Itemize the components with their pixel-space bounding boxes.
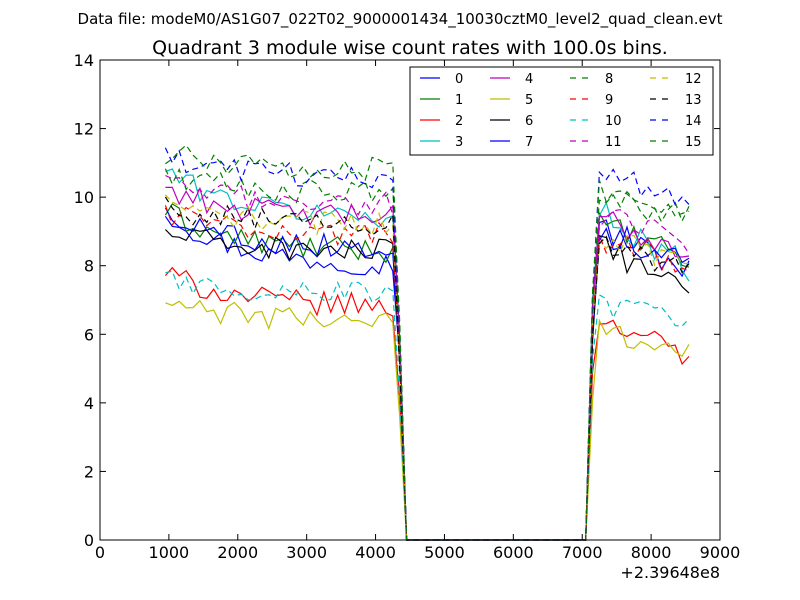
tick-layer: 0 1000 2000 3000 4000 5000 6000 7000 8000 9000 0 2 4…	[74, 51, 741, 562]
x-tick-label: 5000	[424, 543, 465, 562]
y-tick-label: 2	[84, 462, 94, 481]
legend-label-13: 13	[685, 93, 702, 108]
series-3-line	[165, 168, 690, 541]
series-12-line	[164, 194, 690, 541]
legend-label-11: 11	[605, 135, 622, 150]
legend-box	[409, 66, 714, 156]
suptitle: Data file: modeM0/AS1G07_022T02_90000014…	[78, 10, 723, 29]
legend-label-7: 7	[525, 135, 533, 150]
x-tick-label: 0	[95, 543, 105, 562]
legend-label-12: 12	[685, 72, 702, 87]
y-tick-label: 14	[74, 51, 94, 70]
legend-label-1: 1	[455, 93, 463, 108]
x-offset-label: +2.39648e8	[620, 563, 720, 582]
legend-label-5: 5	[525, 93, 533, 108]
legend-label-15: 15	[685, 135, 702, 150]
y-tick-label: 4	[84, 394, 94, 413]
series-2-line	[164, 266, 690, 541]
x-tick-label: 6000	[493, 543, 534, 562]
series-10-line	[165, 270, 690, 541]
legend-label-4: 4	[525, 72, 533, 87]
legend-label-2: 2	[455, 114, 463, 129]
series-13-line	[164, 196, 690, 541]
series-6-line	[164, 228, 690, 541]
y-tick-label: 10	[74, 188, 94, 207]
x-tick-label: 4000	[355, 543, 396, 562]
series-layer	[164, 144, 690, 541]
plot-frame	[99, 59, 721, 541]
y-tick-label: 6	[84, 325, 94, 344]
series-8-line	[164, 167, 690, 541]
legend-label-9: 9	[605, 93, 613, 108]
x-tick-label: 9000	[700, 543, 741, 562]
chart-title: Quadrant 3 module wise count rates with …	[152, 37, 668, 59]
y-tick-label: 0	[84, 531, 94, 550]
x-tick-label: 3000	[286, 543, 327, 562]
x-tick-label: 1000	[149, 543, 190, 562]
x-tick-label: 7000	[562, 543, 603, 562]
series-15-line	[165, 144, 690, 541]
legend-label-3: 3	[455, 135, 463, 150]
series-5-line	[165, 299, 690, 541]
legend-label-0: 0	[455, 72, 463, 87]
x-tick-label: 8000	[631, 543, 672, 562]
y-tick-label: 12	[74, 120, 94, 139]
legend-label-10: 10	[605, 114, 622, 129]
legend-label-8: 8	[605, 72, 613, 87]
y-tick-label: 8	[84, 257, 94, 276]
series-7-line	[164, 207, 690, 541]
legend-label-6: 6	[525, 114, 533, 129]
series-1-line	[164, 203, 690, 541]
x-tick-label: 2000	[217, 543, 258, 562]
legend-label-14: 14	[685, 114, 702, 129]
